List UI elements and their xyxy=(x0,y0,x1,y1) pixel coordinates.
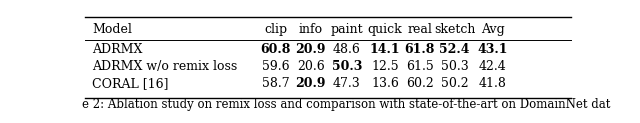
Text: 61.5: 61.5 xyxy=(406,60,434,73)
Text: paint: paint xyxy=(330,23,363,36)
Text: 20.9: 20.9 xyxy=(296,43,326,56)
Text: real: real xyxy=(407,23,432,36)
Text: 60.2: 60.2 xyxy=(406,77,434,90)
Text: clip: clip xyxy=(264,23,287,36)
Text: ADRMX: ADRMX xyxy=(92,43,143,56)
Text: 20.6: 20.6 xyxy=(297,60,324,73)
Text: 13.6: 13.6 xyxy=(371,77,399,90)
Text: info: info xyxy=(299,23,323,36)
Text: quick: quick xyxy=(367,23,403,36)
Text: 60.8: 60.8 xyxy=(260,43,291,56)
Text: ADRMX w/o remix loss: ADRMX w/o remix loss xyxy=(92,60,237,73)
Text: 14.1: 14.1 xyxy=(370,43,401,56)
Text: 50.2: 50.2 xyxy=(441,77,468,90)
Text: 47.3: 47.3 xyxy=(333,77,361,90)
Text: 20.9: 20.9 xyxy=(296,77,326,90)
Text: Model: Model xyxy=(92,23,132,36)
Text: 48.6: 48.6 xyxy=(333,43,361,56)
Text: 61.8: 61.8 xyxy=(404,43,435,56)
Text: e 2: Ablation study on remix loss and comparison with state-of-the-art on Domain: e 2: Ablation study on remix loss and co… xyxy=(83,98,611,111)
Text: 12.5: 12.5 xyxy=(371,60,399,73)
Text: 42.4: 42.4 xyxy=(479,60,506,73)
Text: 52.4: 52.4 xyxy=(439,43,470,56)
Text: sketch: sketch xyxy=(434,23,475,36)
Text: CORAL [16]: CORAL [16] xyxy=(92,77,169,90)
Text: 59.6: 59.6 xyxy=(262,60,290,73)
Text: Avg: Avg xyxy=(481,23,504,36)
Text: 41.8: 41.8 xyxy=(479,77,507,90)
Text: 50.3: 50.3 xyxy=(440,60,468,73)
Text: 50.3: 50.3 xyxy=(332,60,362,73)
Text: 58.7: 58.7 xyxy=(262,77,290,90)
Text: 43.1: 43.1 xyxy=(477,43,508,56)
